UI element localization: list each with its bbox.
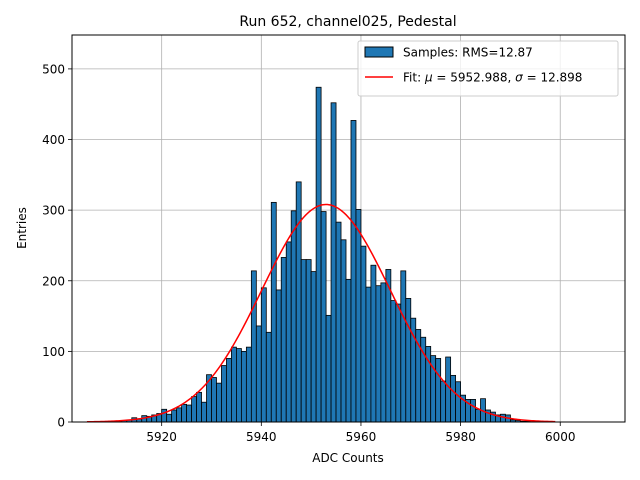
histogram-bar bbox=[236, 348, 242, 423]
histogram-bar bbox=[250, 270, 257, 423]
histogram-bar bbox=[435, 358, 442, 423]
histogram-bar bbox=[325, 314, 332, 423]
histogram-bar bbox=[285, 241, 292, 423]
x-axis-label: ADC Counts bbox=[312, 451, 384, 465]
histogram-bar bbox=[395, 303, 402, 423]
x-tick-label: 5980 bbox=[445, 430, 476, 444]
histogram-bar bbox=[295, 181, 302, 423]
histogram-bar bbox=[360, 245, 367, 423]
histogram-bar bbox=[330, 102, 337, 423]
y-axis-label: Entries bbox=[15, 207, 29, 249]
histogram-bar bbox=[226, 358, 232, 423]
histogram-bar bbox=[221, 365, 227, 423]
histogram-bar bbox=[260, 287, 267, 423]
histogram-bar bbox=[176, 407, 183, 423]
histogram-bar bbox=[440, 380, 447, 423]
histogram-bar bbox=[390, 300, 397, 423]
histogram-bar bbox=[161, 408, 168, 423]
legend-label-samples: Samples: RMS=12.87 bbox=[403, 46, 533, 60]
histogram-bar bbox=[166, 413, 173, 423]
histogram-bar bbox=[300, 259, 307, 423]
histogram-bar bbox=[455, 381, 461, 423]
plot-frame bbox=[71, 34, 626, 423]
histogram-bar bbox=[315, 86, 322, 423]
y-tick-label: 200 bbox=[42, 274, 65, 288]
legend-label-fit: Fit: μ = 5952.988, σ = 12.898 bbox=[403, 71, 582, 85]
x-axis-ticks: 5920 5940 5960 5980 6000 bbox=[146, 422, 576, 444]
histogram-bar bbox=[370, 264, 377, 423]
histogram-bar bbox=[470, 399, 476, 423]
histogram-bar bbox=[335, 221, 342, 423]
histogram-bar bbox=[186, 404, 192, 423]
x-tick-label: 5920 bbox=[146, 430, 177, 444]
x-tick-label: 6000 bbox=[545, 430, 576, 444]
y-tick-label: 400 bbox=[42, 133, 65, 147]
x-tick-label: 5960 bbox=[346, 430, 377, 444]
histogram-bar bbox=[375, 285, 382, 423]
histogram-bar bbox=[280, 257, 287, 423]
histogram-bar bbox=[450, 374, 457, 423]
y-tick-label: 500 bbox=[42, 62, 65, 76]
histogram-bar bbox=[355, 209, 362, 423]
histogram-bar bbox=[475, 408, 481, 423]
histogram-bar bbox=[231, 346, 237, 423]
histogram-bar bbox=[290, 210, 297, 423]
gaussian-fit-line bbox=[86, 203, 556, 423]
legend-patch-samples bbox=[364, 46, 394, 58]
histogram-bar bbox=[305, 259, 312, 423]
histogram-bar bbox=[270, 201, 277, 423]
histogram-bar bbox=[340, 239, 347, 423]
histogram-bar bbox=[171, 409, 178, 423]
histogram-bar bbox=[201, 401, 207, 423]
histogram-bar bbox=[350, 120, 357, 423]
histogram-bar bbox=[380, 282, 387, 423]
y-tick-label: 300 bbox=[42, 204, 65, 218]
histogram-bar bbox=[445, 356, 452, 423]
legend: Samples: RMS=12.87 Fit: μ = 5952.988, σ … bbox=[357, 40, 619, 97]
histogram-bar bbox=[196, 391, 202, 423]
histogram-bar bbox=[275, 289, 282, 423]
histogram-bar bbox=[265, 331, 272, 423]
histogram-bar bbox=[345, 278, 352, 423]
histogram-bar bbox=[181, 403, 187, 423]
histogram-bar bbox=[400, 270, 407, 423]
chart-title: Run 652, channel025, Pedestal bbox=[239, 14, 456, 30]
histogram-bar bbox=[385, 269, 392, 423]
histogram-bar bbox=[191, 396, 197, 423]
histogram-bar bbox=[240, 350, 247, 423]
y-tick-label: 0 bbox=[57, 416, 65, 430]
histogram-bar bbox=[320, 211, 327, 423]
y-axis-ticks: 0 100 200 300 400 500 bbox=[42, 62, 72, 430]
legend-box bbox=[357, 40, 619, 97]
histogram-bar bbox=[365, 286, 372, 423]
histogram-bar bbox=[310, 271, 317, 423]
histogram-bar bbox=[245, 346, 252, 423]
histogram-bar bbox=[216, 382, 222, 423]
y-tick-label: 100 bbox=[42, 345, 65, 359]
histogram-bar bbox=[255, 325, 262, 423]
histogram-bar bbox=[405, 298, 412, 423]
histogram-bars bbox=[116, 86, 531, 423]
x-tick-label: 5940 bbox=[246, 430, 277, 444]
histogram-bar bbox=[211, 377, 217, 423]
